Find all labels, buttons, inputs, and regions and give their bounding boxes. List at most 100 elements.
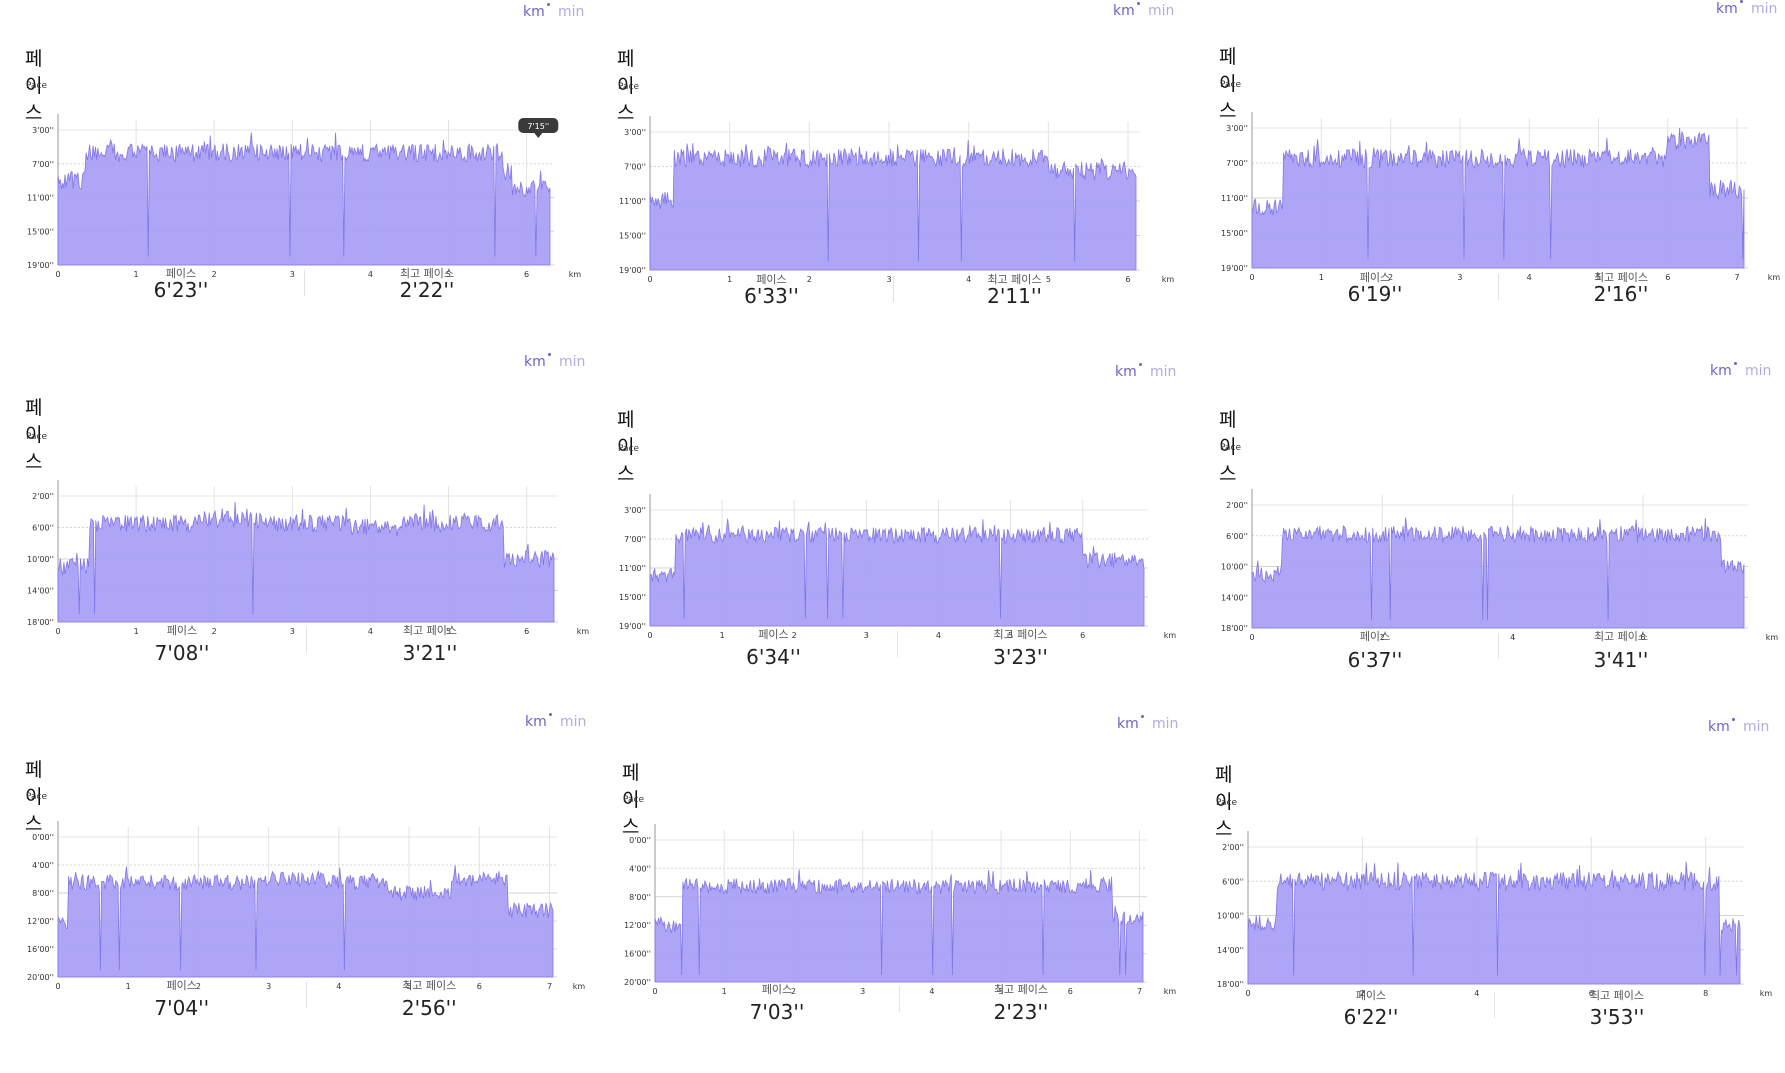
unit-km-option[interactable]: km [1708, 719, 1730, 735]
y-tick-label: 19'00'' [619, 622, 646, 631]
unit-min-option[interactable]: min [558, 4, 585, 20]
x-axis-unit-label: km [1766, 633, 1779, 642]
x-axis-unit-label: km [569, 270, 582, 279]
x-tick-label: 4 [936, 631, 941, 640]
unit-selected-dot [1139, 363, 1142, 366]
avg-pace-value: 6'37'' [1347, 648, 1403, 672]
x-tick-label: 3 [860, 987, 865, 996]
tooltip-bubble [518, 118, 559, 133]
x-axis-unit-label: km [1164, 631, 1177, 640]
y-axis-label: Pace [26, 432, 48, 442]
avg-pace-value: 6'22'' [1343, 1005, 1399, 1029]
y-axis-label: Pace [618, 82, 640, 92]
tooltip-text: 7'15'' [527, 122, 549, 131]
y-tick-label: 11'00'' [27, 194, 54, 203]
y-tick-label: 11'00'' [619, 564, 646, 573]
unit-km-option[interactable]: km [524, 354, 546, 370]
y-axis-label: Pace [1220, 443, 1242, 453]
x-tick-label: 7 [1137, 987, 1142, 996]
x-tick-label: 5 [999, 987, 1004, 996]
y-axis-label: Pace [1216, 798, 1238, 808]
y-tick-label: 7'00'' [32, 160, 54, 169]
panel-title: 페이스 [617, 48, 635, 124]
panel-title: 페이스 [617, 409, 635, 485]
x-tick-label: 0 [647, 275, 652, 284]
y-tick-label: 19'00'' [619, 266, 646, 275]
x-tick-label: 5 [446, 270, 451, 279]
unit-selected-dot [1734, 362, 1737, 365]
x-tick-label: 4 [1474, 989, 1479, 998]
y-tick-label: 2'00'' [1226, 501, 1248, 510]
x-tick-label: 1 [134, 627, 139, 636]
y-tick-label: 7'00'' [1226, 159, 1248, 168]
y-tick-label: 19'00'' [1221, 264, 1248, 273]
unit-km-option[interactable]: km [1716, 1, 1738, 17]
unit-km-option[interactable]: km [1115, 364, 1137, 380]
unit-min-option[interactable]: min [559, 354, 586, 370]
x-tick-label: 8 [1703, 989, 1708, 998]
best-pace-label: 최고 페이스 [993, 983, 1049, 996]
x-tick-label: 4 [966, 275, 971, 284]
avg-pace-label: 페이스 [166, 624, 198, 637]
y-tick-label: 3'00'' [32, 126, 54, 135]
x-tick-label: 4 [368, 627, 373, 636]
y-tick-label: 16'00'' [624, 950, 651, 959]
y-tick-label: 0'00'' [629, 836, 651, 845]
y-tick-label: 2'00'' [1222, 843, 1244, 852]
unit-min-option[interactable]: min [1150, 364, 1177, 380]
unit-selected-dot [549, 713, 552, 716]
x-tick-label: 0 [55, 627, 60, 636]
stats-divider [304, 270, 305, 296]
unit-km-option[interactable]: km [525, 714, 547, 730]
x-tick-label: 7 [1735, 273, 1740, 282]
y-tick-label: 20'00'' [27, 973, 54, 982]
avg-pace-value: 6'23'' [153, 278, 209, 302]
y-tick-label: 15'00'' [27, 227, 54, 236]
unit-km-option[interactable]: km [1117, 716, 1139, 732]
unit-km-option[interactable]: km [1113, 3, 1135, 19]
x-tick-label: 2 [791, 987, 796, 996]
unit-min-option[interactable]: min [560, 714, 587, 730]
stats-divider [897, 631, 898, 657]
panel-title: 페이스 [25, 397, 43, 473]
x-axis-unit-label: km [1162, 275, 1175, 284]
unit-min-option[interactable]: min [1148, 3, 1175, 19]
x-tick-label: 6 [1080, 631, 1085, 640]
x-tick-label: 2 [807, 275, 812, 284]
tooltip-pointer [534, 133, 543, 138]
y-tick-label: 6'00'' [1226, 532, 1248, 541]
unit-min-option[interactable]: min [1743, 719, 1770, 735]
x-tick-label: 2 [212, 627, 217, 636]
stats-divider [1498, 274, 1499, 300]
x-tick-label: 1 [720, 631, 725, 640]
best-pace-value: 2'56'' [401, 996, 457, 1020]
x-axis-unit-label: km [1768, 273, 1781, 282]
x-tick-label: 0 [652, 987, 657, 996]
unit-min-option[interactable]: min [1152, 716, 1179, 732]
stats-divider [1498, 633, 1499, 659]
y-tick-label: 4'00'' [629, 864, 651, 873]
y-tick-label: 8'00'' [629, 893, 651, 902]
unit-km-option[interactable]: km [1710, 363, 1732, 379]
pace-area-series [57, 865, 554, 978]
avg-pace-label: 페이스 [1355, 989, 1387, 1002]
panel-title: 페이스 [1219, 409, 1237, 485]
x-tick-label: 6 [1589, 989, 1594, 998]
y-tick-label: 16'00'' [27, 945, 54, 954]
y-tick-label: 6'00'' [1222, 877, 1244, 886]
best-pace-value: 2'11'' [987, 284, 1042, 308]
x-tick-label: 0 [55, 982, 60, 991]
x-tick-label: 4 [1510, 633, 1515, 642]
unit-min-option[interactable]: min [1745, 363, 1772, 379]
y-tick-label: 2'00'' [32, 492, 54, 501]
x-tick-label: 5 [446, 627, 451, 636]
unit-min-option[interactable]: min [1751, 1, 1778, 17]
y-axis-label: Pace [26, 81, 48, 91]
pace-area-series [649, 518, 1145, 627]
unit-km-option[interactable]: km [523, 4, 545, 20]
